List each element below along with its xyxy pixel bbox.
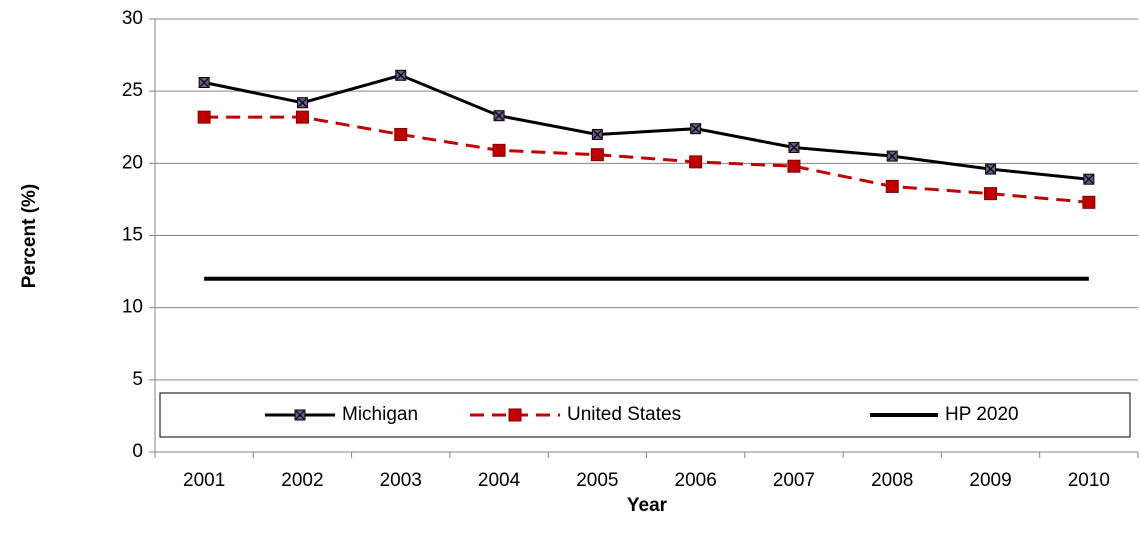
marker [394, 127, 408, 141]
marker [885, 179, 899, 193]
marker-x [986, 164, 995, 174]
series-line [203, 73, 1090, 181]
marker-x [1084, 174, 1094, 184]
marker [1083, 173, 1095, 185]
marker [591, 128, 603, 140]
x-axis-label: Year [627, 495, 668, 516]
legend-label: Michigan [342, 404, 418, 425]
y-tick-label: 30 [122, 8, 143, 29]
marker [590, 148, 604, 162]
marker [886, 150, 898, 162]
x-tick-label: 2006 [675, 470, 717, 491]
marker-x [396, 70, 406, 80]
marker-x [691, 124, 701, 134]
marker [690, 123, 702, 135]
y-axis-label: Percent (%) [19, 184, 40, 289]
x-tick-label: 2004 [478, 470, 521, 491]
y-tick-label: 0 [132, 441, 143, 462]
marker [787, 159, 801, 173]
marker [493, 110, 505, 122]
marker [508, 408, 522, 422]
marker [492, 143, 506, 157]
marker [294, 409, 306, 421]
x-tick-label: 2009 [969, 470, 1011, 491]
y-tick-label: 10 [122, 297, 143, 318]
marker [1082, 195, 1096, 209]
marker [295, 110, 309, 124]
marker [689, 155, 703, 169]
x-tick-label: 2007 [773, 470, 815, 491]
marker-x [298, 98, 307, 108]
x-tick-label: 2003 [380, 470, 422, 491]
y-tick-label: 20 [122, 152, 143, 173]
marker [197, 110, 211, 124]
x-tick-label: 2005 [576, 470, 618, 491]
marker [198, 77, 210, 89]
x-tick-label: 2008 [871, 470, 913, 491]
marker [395, 69, 407, 81]
series-line [204, 115, 1089, 204]
legend-label: HP 2020 [945, 404, 1019, 425]
marker-x [295, 410, 305, 420]
y-tick-label: 15 [122, 225, 143, 246]
x-tick-label: 2010 [1068, 470, 1110, 491]
x-tick-label: 2001 [183, 470, 225, 491]
legend-label: United States [567, 404, 681, 425]
marker [788, 141, 800, 153]
marker [984, 187, 998, 201]
marker-x [592, 130, 602, 139]
y-tick-label: 5 [132, 369, 143, 390]
y-tick-label: 25 [122, 80, 143, 101]
x-tick-label: 2002 [281, 470, 323, 491]
marker-x [494, 111, 504, 121]
marker-x [887, 151, 897, 161]
marker [296, 97, 308, 109]
marker [985, 163, 997, 175]
marker-x [789, 143, 799, 152]
marker-x [199, 78, 209, 87]
